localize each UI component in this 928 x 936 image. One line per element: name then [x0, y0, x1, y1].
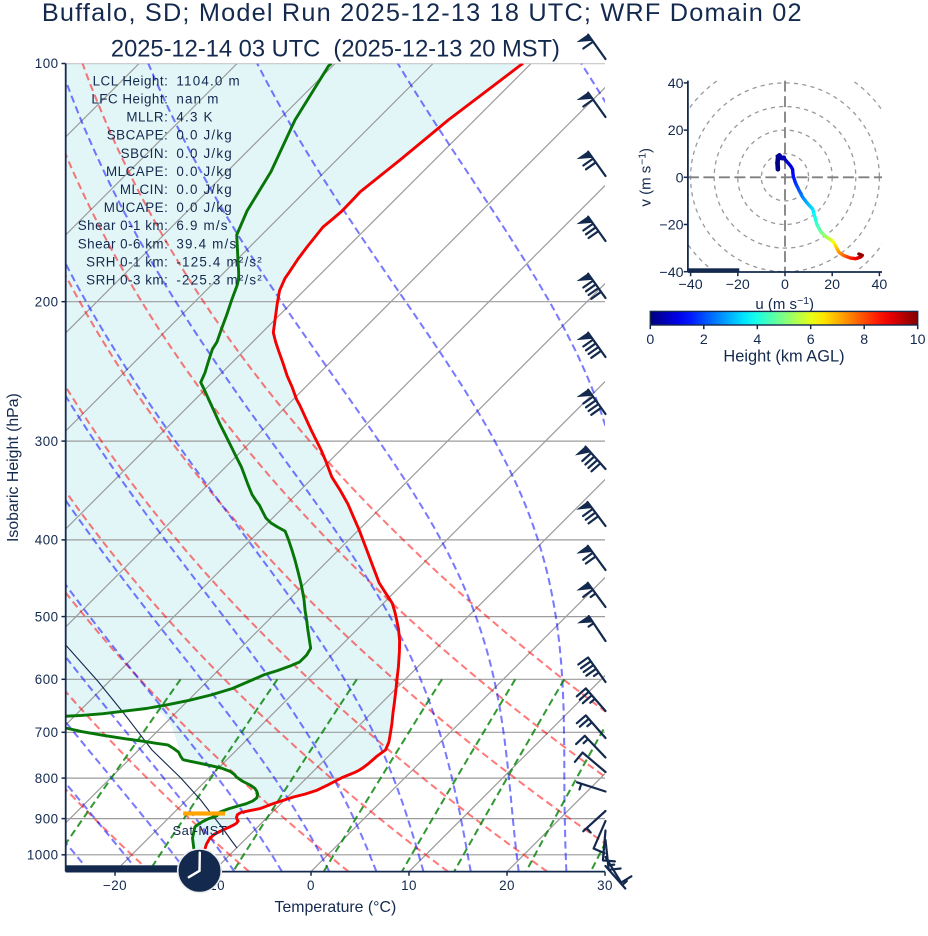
svg-text:6.9 m/s: 6.9 m/s: [176, 218, 228, 233]
svg-text:20: 20: [499, 878, 515, 893]
svg-text:6: 6: [807, 332, 815, 348]
svg-text:−1: −1: [797, 295, 809, 307]
svg-text:LFC Height:: LFC Height:: [91, 92, 168, 107]
svg-text:600: 600: [35, 672, 59, 687]
svg-text:SBCAPE:: SBCAPE:: [107, 128, 169, 143]
svg-text:Temperature (°C): Temperature (°C): [275, 899, 397, 916]
svg-text:MLCAPE:: MLCAPE:: [106, 164, 168, 179]
svg-text:39.4 m/s: 39.4 m/s: [176, 236, 237, 251]
svg-text:20: 20: [668, 123, 684, 139]
svg-text:700: 700: [35, 725, 59, 740]
svg-text:0: 0: [676, 170, 684, 186]
svg-text:100: 100: [35, 56, 59, 71]
svg-text:0: 0: [781, 277, 789, 293]
svg-text:0.0 J/kg: 0.0 J/kg: [176, 164, 233, 179]
svg-text:MUCAPE:: MUCAPE:: [104, 200, 169, 215]
svg-text:500: 500: [35, 609, 59, 624]
svg-text:0.0 J/kg: 0.0 J/kg: [176, 182, 233, 197]
svg-text:1000: 1000: [27, 848, 59, 863]
svg-text:SRH 0-1 km:: SRH 0-1 km:: [86, 254, 168, 269]
svg-text:Height (km AGL): Height (km AGL): [723, 347, 844, 365]
svg-text:2: 2: [700, 332, 708, 348]
svg-text:−20: −20: [726, 277, 750, 293]
svg-text:800: 800: [35, 771, 59, 786]
svg-text:Shear 0-1 km:: Shear 0-1 km:: [78, 218, 169, 233]
svg-text:0: 0: [307, 878, 315, 893]
svg-text:10: 10: [910, 332, 926, 348]
svg-text:MLLR:: MLLR:: [126, 110, 168, 125]
svg-text:1104.0 m: 1104.0 m: [176, 73, 240, 88]
svg-text:Shear 0-6 km:: Shear 0-6 km:: [78, 236, 169, 251]
svg-text:30: 30: [597, 878, 613, 893]
svg-text:LCL Height:: LCL Height:: [93, 73, 169, 88]
svg-text:Sat-MST: Sat-MST: [173, 823, 228, 838]
svg-text:900: 900: [35, 811, 59, 826]
svg-text:SRH 0-3 km:: SRH 0-3 km:: [86, 273, 168, 288]
svg-text:−1: −1: [637, 153, 649, 165]
svg-text:-225.3 m²/s²: -225.3 m²/s²: [176, 273, 263, 288]
svg-text:−40: −40: [659, 265, 683, 281]
svg-text:400: 400: [35, 533, 59, 548]
svg-text:0: 0: [646, 332, 654, 348]
svg-text:40: 40: [872, 277, 888, 293]
svg-text:Buffalo, SD; Model Run 2025-12: Buffalo, SD; Model Run 2025-12-13 18 UTC…: [42, 0, 803, 27]
svg-text:300: 300: [35, 434, 59, 449]
svg-text:4.3 K: 4.3 K: [176, 110, 213, 125]
svg-text:Isobaric Height (hPa): Isobaric Height (hPa): [5, 393, 22, 542]
svg-text:v (m s: v (m s: [638, 166, 655, 207]
svg-text:−20: −20: [103, 878, 127, 893]
svg-text:8: 8: [860, 332, 868, 348]
svg-text:−40: −40: [679, 277, 703, 293]
svg-text:0.0 J/kg: 0.0 J/kg: [176, 128, 233, 143]
svg-text:0.0 J/kg: 0.0 J/kg: [176, 146, 233, 161]
svg-text:−20: −20: [659, 218, 683, 234]
svg-text:): ): [638, 148, 655, 153]
svg-text:-125.4 m²/s²: -125.4 m²/s²: [176, 254, 263, 269]
svg-text:MLCIN:: MLCIN:: [120, 182, 168, 197]
svg-text:SBCIN:: SBCIN:: [121, 146, 169, 161]
svg-text:4: 4: [753, 332, 761, 348]
svg-text:10: 10: [401, 878, 417, 893]
svg-text:20: 20: [824, 277, 840, 293]
svg-text:200: 200: [35, 294, 59, 309]
svg-text:): ): [809, 296, 814, 313]
svg-text:u (m s: u (m s: [755, 296, 797, 313]
svg-text:nan m: nan m: [176, 92, 219, 107]
svg-text:0.0 J/kg: 0.0 J/kg: [176, 200, 233, 215]
svg-text:40: 40: [668, 76, 684, 92]
svg-text:2025-12-14 03 UTC (2025-12-13: 2025-12-14 03 UTC (2025-12-13 20 MST): [111, 36, 560, 62]
